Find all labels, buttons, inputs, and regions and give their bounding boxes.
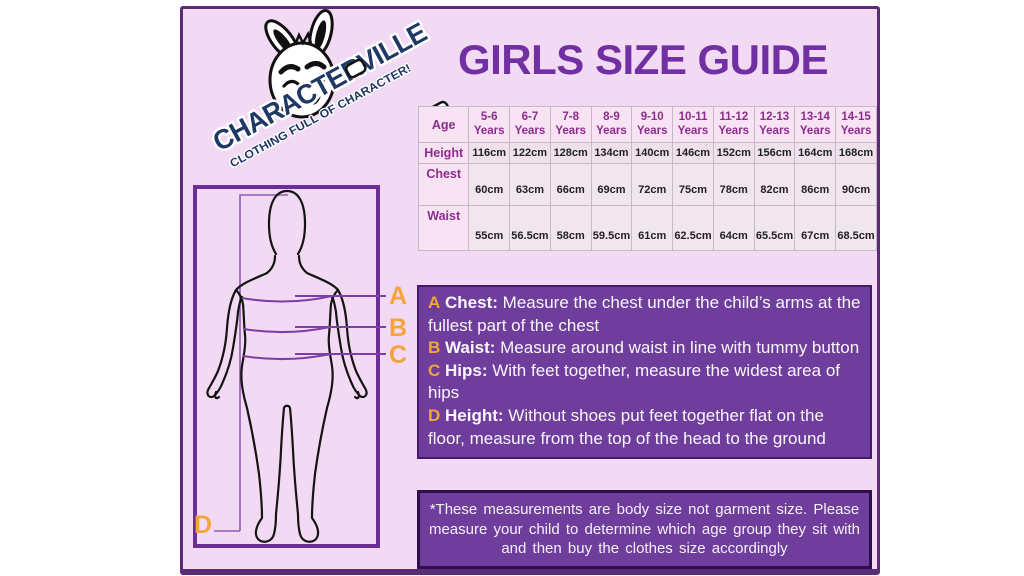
table-value-cell: 72cm xyxy=(631,163,674,206)
table-value-cell: 152cm xyxy=(712,142,755,164)
measurement-lines xyxy=(241,295,386,361)
table-value-cell: 164cm xyxy=(794,142,837,164)
instruction-letter: D xyxy=(428,406,441,426)
table-value-cell: 68.5cm xyxy=(835,205,877,251)
diagram-frame xyxy=(193,185,380,548)
table-age-header: 8-9 Years xyxy=(590,106,633,143)
table-value-cell: 140cm xyxy=(631,142,674,164)
table-value-cell: 78cm xyxy=(712,163,755,206)
footnote-box: *These measurements are body size not ga… xyxy=(417,490,872,569)
table-age-header: 13-14 Years xyxy=(794,106,837,143)
instruction-text: Without shoes put feet together flat on … xyxy=(428,406,826,448)
table-row-header: Height xyxy=(417,142,470,164)
table-age-header: 12-13 Years xyxy=(753,106,796,143)
table-value-cell: 67cm xyxy=(794,205,837,251)
size-guide-panel: CHARACTERVILLE CLOTHING FULL OF CHARACTE… xyxy=(180,6,880,575)
measure-instructions-box: A Chest: Measure the chest under the chi… xyxy=(417,285,872,460)
table-age-header: 11-12 Years xyxy=(712,106,755,143)
instruction-letter: A xyxy=(428,293,441,312)
instruction-item: A Chest: Measure the chest under the chi… xyxy=(428,292,861,337)
table-value-cell: 69cm xyxy=(590,163,633,206)
table-age-header: 14-15 Years xyxy=(835,106,877,143)
instruction-item: C Hips: With feet together, measure the … xyxy=(428,360,861,405)
instruction-label: Chest: xyxy=(445,293,498,312)
marker-label-b: B xyxy=(389,314,407,342)
marker-label-c: C xyxy=(389,341,407,369)
table-value-cell: 55cm xyxy=(468,205,511,251)
body-diagram: A B C D xyxy=(193,185,407,548)
table-value-cell: 82cm xyxy=(753,163,796,206)
size-table: Age 5-6 Years 6-7 Years 7-8 Years 8-9 Years 9… xyxy=(417,106,877,251)
brand-logo: CHARACTERVILLE CLOTHING FULL OF CHARACTE… xyxy=(205,9,451,171)
height-measure-line xyxy=(214,194,288,532)
instruction-letter: C xyxy=(428,360,441,380)
table-value-cell: 122cm xyxy=(509,142,551,164)
table-value-cell: 56.5cm xyxy=(509,205,551,251)
table-age-header: 10-11 Years xyxy=(672,106,714,143)
table-value-cell: 59.5cm xyxy=(590,205,633,251)
bunny-icon xyxy=(264,9,336,119)
table-row-header: Age xyxy=(417,106,470,143)
table-value-cell: 63cm xyxy=(509,163,551,206)
table-row-header: Waist xyxy=(417,205,470,251)
table-row: Waist 55cm 56.5cm 58cm 59.5cm 61cm 62.5cm 64cm 6… xyxy=(417,205,877,251)
table-age-header: 7-8 Years xyxy=(549,106,592,143)
instruction-label: Height: xyxy=(445,406,504,426)
body-outline xyxy=(206,189,368,543)
table-value-cell: 168cm xyxy=(835,142,877,164)
table-value-cell: 61cm xyxy=(631,205,674,251)
table-age-header: 6-7 Years xyxy=(509,106,551,143)
instruction-text: With feet together, measure the widest a… xyxy=(428,360,840,403)
table-value-cell: 134cm xyxy=(590,142,633,164)
instruction-letter: B xyxy=(428,338,441,358)
table-row: Age 5-6 Years 6-7 Years 7-8 Years 8-9 Years 9… xyxy=(417,106,877,143)
instruction-item: D Height: Without shoes put feet togethe… xyxy=(428,405,861,450)
footnote-text: *These measurements are body size not ga… xyxy=(428,501,861,557)
page-title: GIRLS SIZE GUIDE xyxy=(457,36,829,83)
table-value-cell: 60cm xyxy=(468,163,511,206)
table-value-cell: 62.5cm xyxy=(672,205,714,251)
table-age-header: 5-6 Years xyxy=(468,106,511,143)
table-value-cell: 116cm xyxy=(468,142,511,164)
instruction-label: Hips: xyxy=(445,360,488,380)
table-value-cell: 86cm xyxy=(794,163,837,206)
table-value-cell: 128cm xyxy=(549,142,592,164)
table-row: Chest 60cm 63cm 66cm 69cm 72cm 75cm 78cm 82cm 86c… xyxy=(417,163,877,206)
table-value-cell: 146cm xyxy=(672,142,714,164)
instruction-item: B Waist: Measure around waist in line wi… xyxy=(428,337,861,360)
table-age-header: 9-10 Years xyxy=(631,106,674,143)
marker-label-a: A xyxy=(389,282,407,310)
table-row: Height 116cm 122cm 128cm 134cm 140cm 146cm 152c… xyxy=(417,142,877,164)
marker-label-d: D xyxy=(194,511,212,539)
table-value-cell: 90cm xyxy=(835,163,877,206)
table-value-cell: 64cm xyxy=(712,205,755,251)
table-value-cell: 66cm xyxy=(549,163,592,206)
instruction-text: Measure the chest under the child’s arms… xyxy=(428,293,861,335)
table-value-cell: 65.5cm xyxy=(753,205,796,251)
instruction-label: Waist: xyxy=(445,338,496,358)
table-value-cell: 58cm xyxy=(549,205,592,251)
table-value-cell: 156cm xyxy=(753,142,796,164)
table-value-cell: 75cm xyxy=(672,163,714,206)
table-row-header: Chest xyxy=(417,163,470,206)
instruction-text: Measure around waist in line with tummy … xyxy=(500,338,860,358)
